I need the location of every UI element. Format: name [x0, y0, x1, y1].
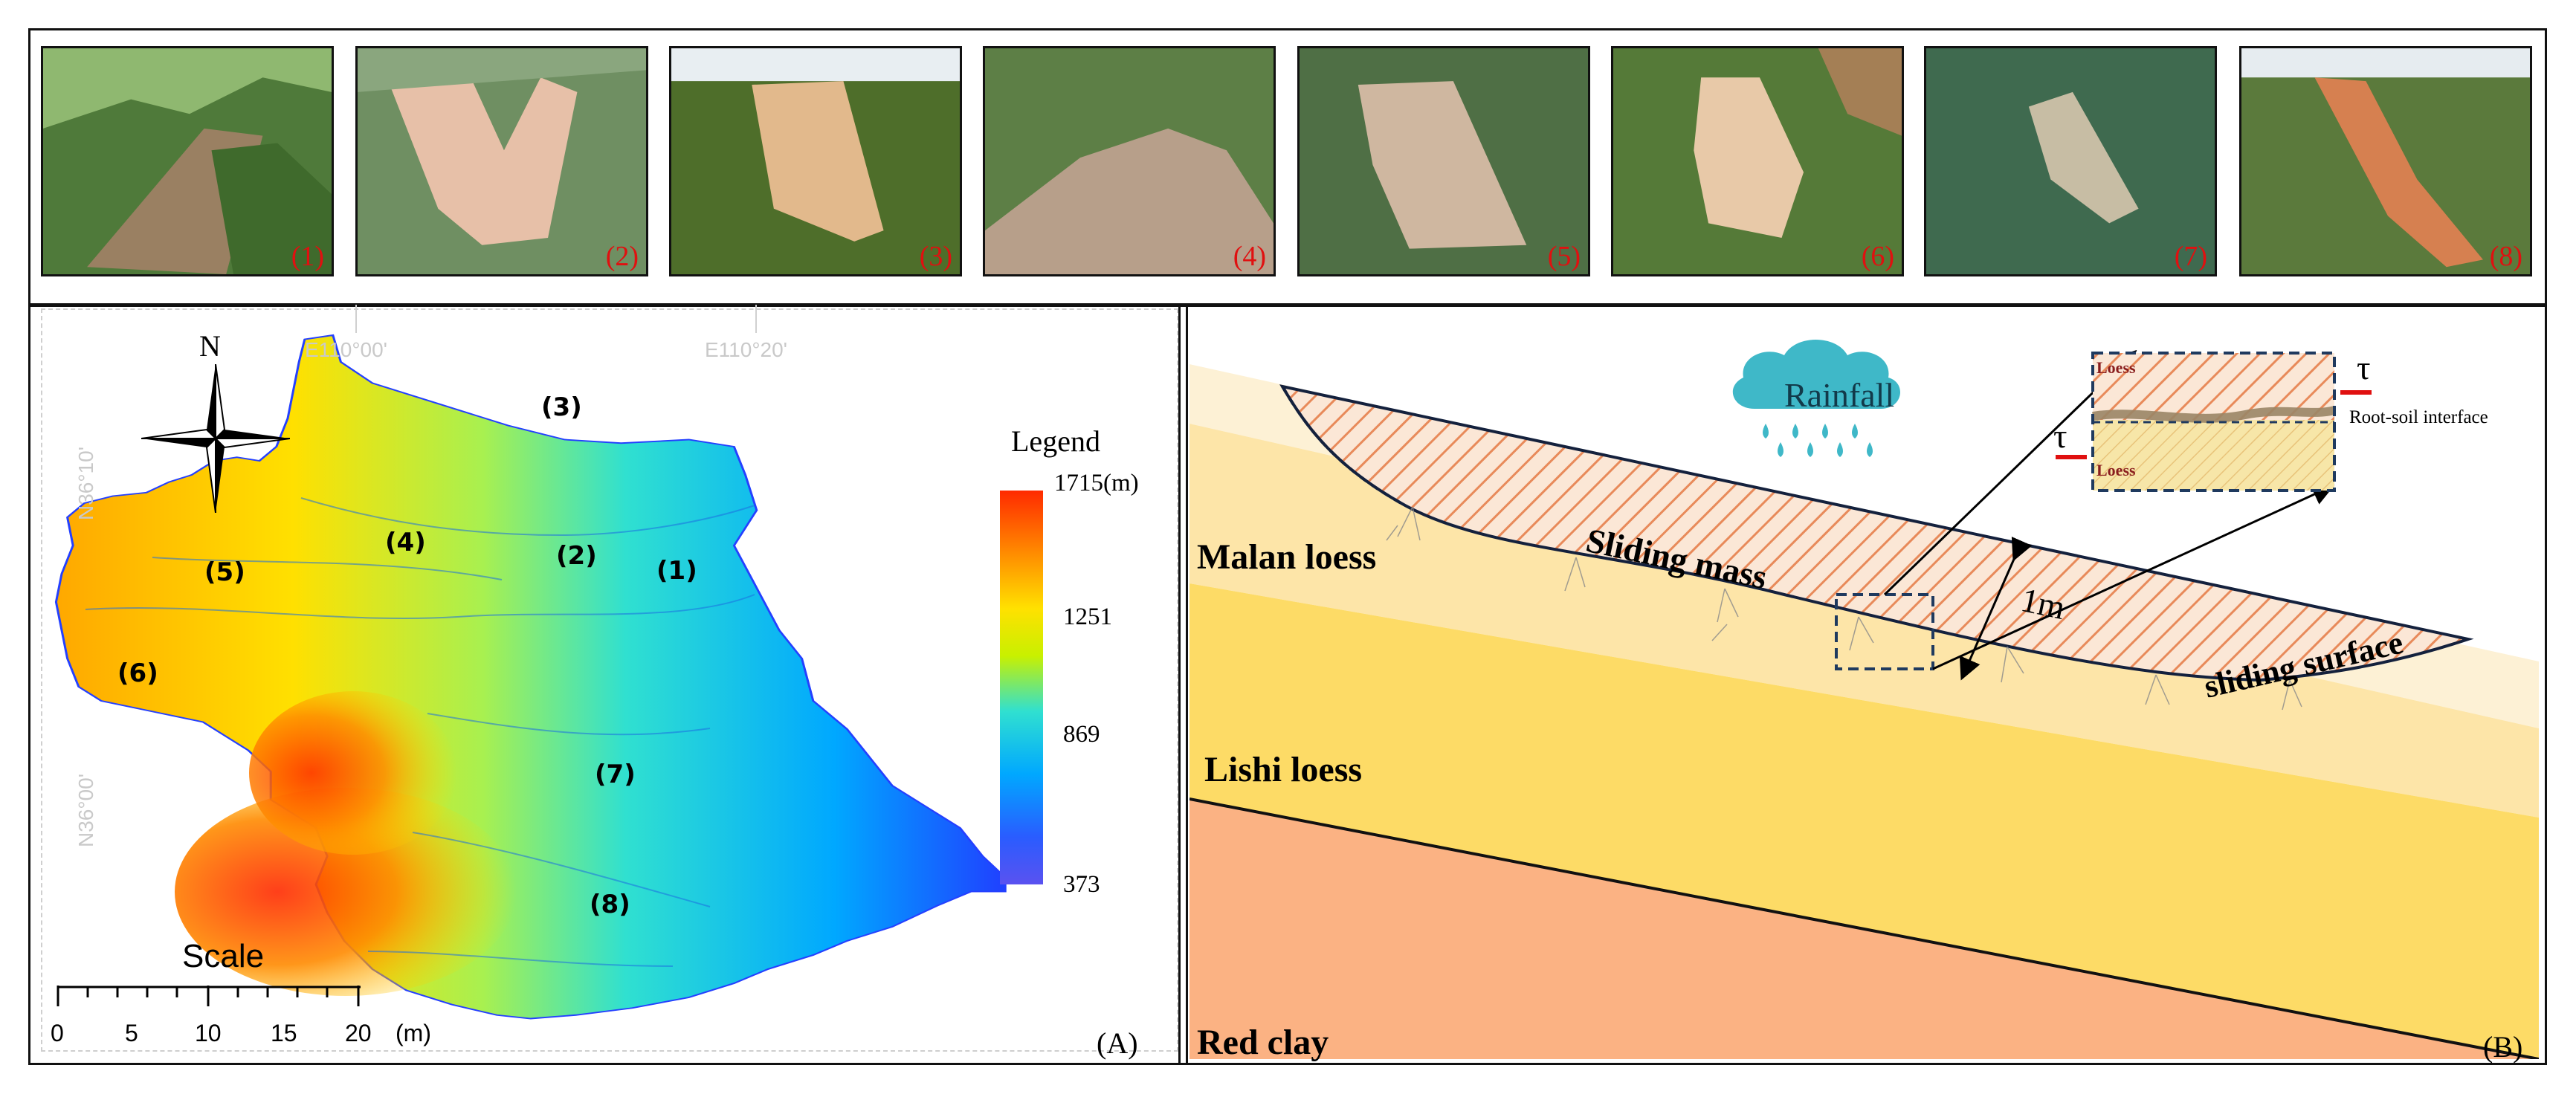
- legend-title: Legend: [1011, 424, 1100, 458]
- photo-label: (7): [2174, 241, 2207, 272]
- map-point-1: (1): [656, 556, 697, 586]
- scale-tick-10: 10: [195, 1020, 222, 1046]
- scale-unit: (m): [396, 1020, 431, 1046]
- dem-map: [54, 334, 1007, 1020]
- watershed-boundary: [54, 334, 1007, 1020]
- lishi-loess-label: Lishi loess: [1204, 750, 1363, 789]
- photo-label: (1): [291, 241, 324, 272]
- lat-label-1: N36°10': [74, 446, 97, 520]
- north-arrow-icon: [141, 364, 290, 513]
- legend-v3: 869: [1063, 721, 1100, 748]
- scale-tick-5: 5: [125, 1020, 138, 1046]
- photo-strip-frame: [28, 28, 2547, 307]
- map-point-2: (2): [556, 541, 597, 571]
- diagram-panel-frame: [1178, 303, 2547, 1065]
- map-point-7: (7): [595, 760, 636, 789]
- photo-label: (3): [919, 241, 952, 272]
- landslide-photo-8: (8): [2239, 46, 2532, 276]
- map-point-5: (5): [204, 557, 245, 587]
- photo-label: (2): [605, 241, 639, 272]
- root-soil-interface-line: [2092, 406, 2336, 423]
- red-clay-label: Red clay: [1197, 1023, 1329, 1062]
- map-point-6: (6): [117, 658, 158, 688]
- landslide-photo-6: (6): [1611, 46, 1904, 276]
- lon-label-2: E110°20': [705, 338, 788, 361]
- map-point-4: (4): [385, 528, 426, 557]
- map-point-8: (8): [590, 890, 630, 919]
- zoom-box: [1835, 593, 1934, 670]
- photo-label: (5): [1547, 241, 1581, 272]
- photo-label: (6): [1861, 241, 1894, 272]
- panel-label-b: (B): [2483, 1030, 2523, 1064]
- root-soil-interface-label: Root-soil interface: [2349, 407, 2488, 427]
- slope-diagram: [1189, 340, 2539, 1059]
- scale-title: Scale: [182, 938, 265, 974]
- landslide-photo-1: (1): [41, 46, 334, 276]
- tau-left-label: τ: [2053, 417, 2067, 455]
- lon-label-1: E110°00': [305, 338, 388, 361]
- legend-v2: 1251: [1063, 603, 1112, 630]
- landslide-photo-7: (7): [1924, 46, 2217, 276]
- tau-right-label: τ: [2357, 349, 2371, 386]
- legend-color-bar: [1000, 491, 1043, 884]
- map-panel-frame: [28, 303, 1188, 1065]
- landslide-photo-4: (4): [983, 46, 1276, 276]
- panel-label-a: (A): [1097, 1026, 1138, 1060]
- legend-min: 373: [1063, 871, 1100, 898]
- lat-label-2: N36°00': [74, 773, 97, 847]
- scale-tick-20: 20: [345, 1020, 372, 1046]
- inset-top-loess-label: Loess: [2096, 358, 2136, 377]
- rainfall-label: Rainfall: [1784, 376, 1895, 414]
- photo-label: (8): [2489, 241, 2522, 272]
- lon-tick-2: [755, 305, 757, 333]
- map-inner-frame: [41, 308, 1178, 1052]
- inset-frame: [2091, 352, 2336, 492]
- landslide-photo-5: (5): [1297, 46, 1590, 276]
- landslide-photo-2: (2): [355, 46, 648, 276]
- north-label: N: [199, 329, 221, 363]
- malan-loess-label: Malan loess: [1197, 537, 1377, 577]
- scale-tick-15: 15: [271, 1020, 297, 1046]
- map-point-3: (3): [541, 392, 582, 422]
- scale-bar: [57, 986, 361, 1006]
- inset-lower-loess: [2093, 420, 2334, 491]
- scale-tick-0: 0: [51, 1020, 64, 1046]
- photo-label: (4): [1233, 241, 1266, 272]
- rain-cloud-icon: [1732, 340, 1901, 457]
- red-clay-boundary: [1189, 797, 2539, 1059]
- lon-tick-1: [355, 305, 357, 333]
- legend-max: 1715(m): [1054, 470, 1139, 496]
- inset-bottom-loess-label: Loess: [2096, 461, 2136, 479]
- landslide-photo-3: (3): [669, 46, 962, 276]
